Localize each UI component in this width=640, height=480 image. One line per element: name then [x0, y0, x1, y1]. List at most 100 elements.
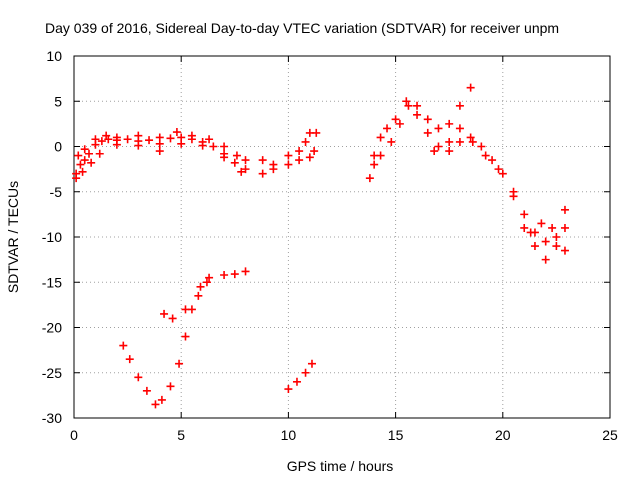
data-point — [301, 368, 310, 377]
data-point — [80, 156, 89, 165]
data-point — [413, 101, 422, 110]
data-point — [168, 314, 177, 323]
data-point — [220, 153, 229, 162]
data-point — [310, 147, 319, 156]
data-point — [445, 147, 454, 156]
data-point — [387, 137, 396, 146]
data-point — [155, 133, 164, 142]
data-point — [498, 169, 507, 178]
data-point — [455, 124, 464, 133]
data-series — [72, 83, 569, 409]
data-point — [477, 142, 486, 151]
data-point — [404, 101, 413, 110]
data-point — [541, 255, 550, 264]
data-point — [434, 142, 443, 151]
grid — [74, 56, 610, 418]
data-point — [509, 192, 518, 201]
axis-ticks: 0 5 10 15 20 25 10 5 0 -5 -10 -15 -20 -25 -30 — [42, 48, 618, 443]
data-point — [151, 400, 160, 409]
data-point — [541, 237, 550, 246]
data-point — [205, 135, 214, 144]
data-point — [365, 174, 374, 183]
data-point — [97, 137, 106, 146]
data-point — [494, 165, 503, 174]
x-tick-label: 10 — [281, 427, 297, 443]
data-point — [520, 223, 529, 232]
data-point — [430, 147, 439, 156]
data-point — [209, 142, 218, 151]
data-point — [552, 242, 561, 251]
data-point — [177, 139, 186, 148]
data-point — [85, 149, 94, 158]
data-point — [481, 151, 490, 160]
data-point — [181, 305, 190, 314]
data-point — [370, 160, 379, 169]
y-tick-label: 0 — [54, 139, 62, 155]
data-point — [119, 341, 128, 350]
data-point — [230, 158, 239, 167]
y-tick-label: 5 — [54, 93, 62, 109]
data-point — [102, 131, 111, 140]
data-point — [181, 332, 190, 341]
data-point — [423, 128, 432, 137]
y-tick-label: -5 — [50, 184, 63, 200]
data-point — [87, 158, 96, 167]
data-point — [241, 267, 250, 276]
data-point — [466, 133, 475, 142]
data-point — [123, 135, 132, 144]
data-point — [112, 133, 121, 142]
data-point — [196, 282, 205, 291]
data-point — [560, 246, 569, 255]
data-point — [284, 385, 293, 394]
y-tick-label: -25 — [42, 365, 62, 381]
data-point — [125, 355, 134, 364]
data-point — [175, 359, 184, 368]
data-point — [526, 228, 535, 237]
data-point — [445, 137, 454, 146]
data-point — [455, 137, 464, 146]
data-point — [91, 135, 100, 144]
data-point — [202, 278, 211, 287]
data-point — [488, 156, 497, 165]
y-tick-label: -20 — [42, 320, 62, 336]
data-point — [376, 133, 385, 142]
y-tick-label: -30 — [42, 410, 62, 426]
data-point — [142, 386, 151, 395]
data-point — [312, 128, 321, 137]
data-point — [220, 142, 229, 151]
data-point — [455, 101, 464, 110]
y-axis-label: SDTVAR / TECUs — [5, 181, 21, 293]
data-point — [423, 115, 432, 124]
data-point — [237, 167, 246, 176]
data-point — [269, 160, 278, 169]
data-point — [307, 359, 316, 368]
data-point — [395, 119, 404, 128]
data-point — [301, 137, 310, 146]
data-point — [520, 210, 529, 219]
x-tick-label: 5 — [177, 427, 185, 443]
data-point — [134, 141, 143, 150]
data-point — [560, 205, 569, 214]
x-tick-label: 15 — [388, 427, 404, 443]
data-point — [198, 141, 207, 150]
x-tick-label: 25 — [602, 427, 618, 443]
data-point — [466, 83, 475, 92]
data-point — [166, 382, 175, 391]
data-point — [187, 131, 196, 140]
data-point — [434, 124, 443, 133]
data-point — [552, 233, 561, 241]
data-point — [112, 140, 121, 149]
y-tick-label: -10 — [42, 229, 62, 245]
data-point — [205, 273, 214, 282]
data-point — [391, 115, 400, 124]
data-point — [241, 165, 250, 174]
data-point — [258, 156, 267, 165]
data-point — [172, 128, 181, 137]
data-point — [95, 149, 104, 158]
data-point — [241, 156, 250, 165]
data-point — [160, 309, 169, 318]
y-tick-label: 10 — [46, 48, 62, 64]
data-point — [305, 153, 314, 162]
data-point — [258, 169, 267, 178]
